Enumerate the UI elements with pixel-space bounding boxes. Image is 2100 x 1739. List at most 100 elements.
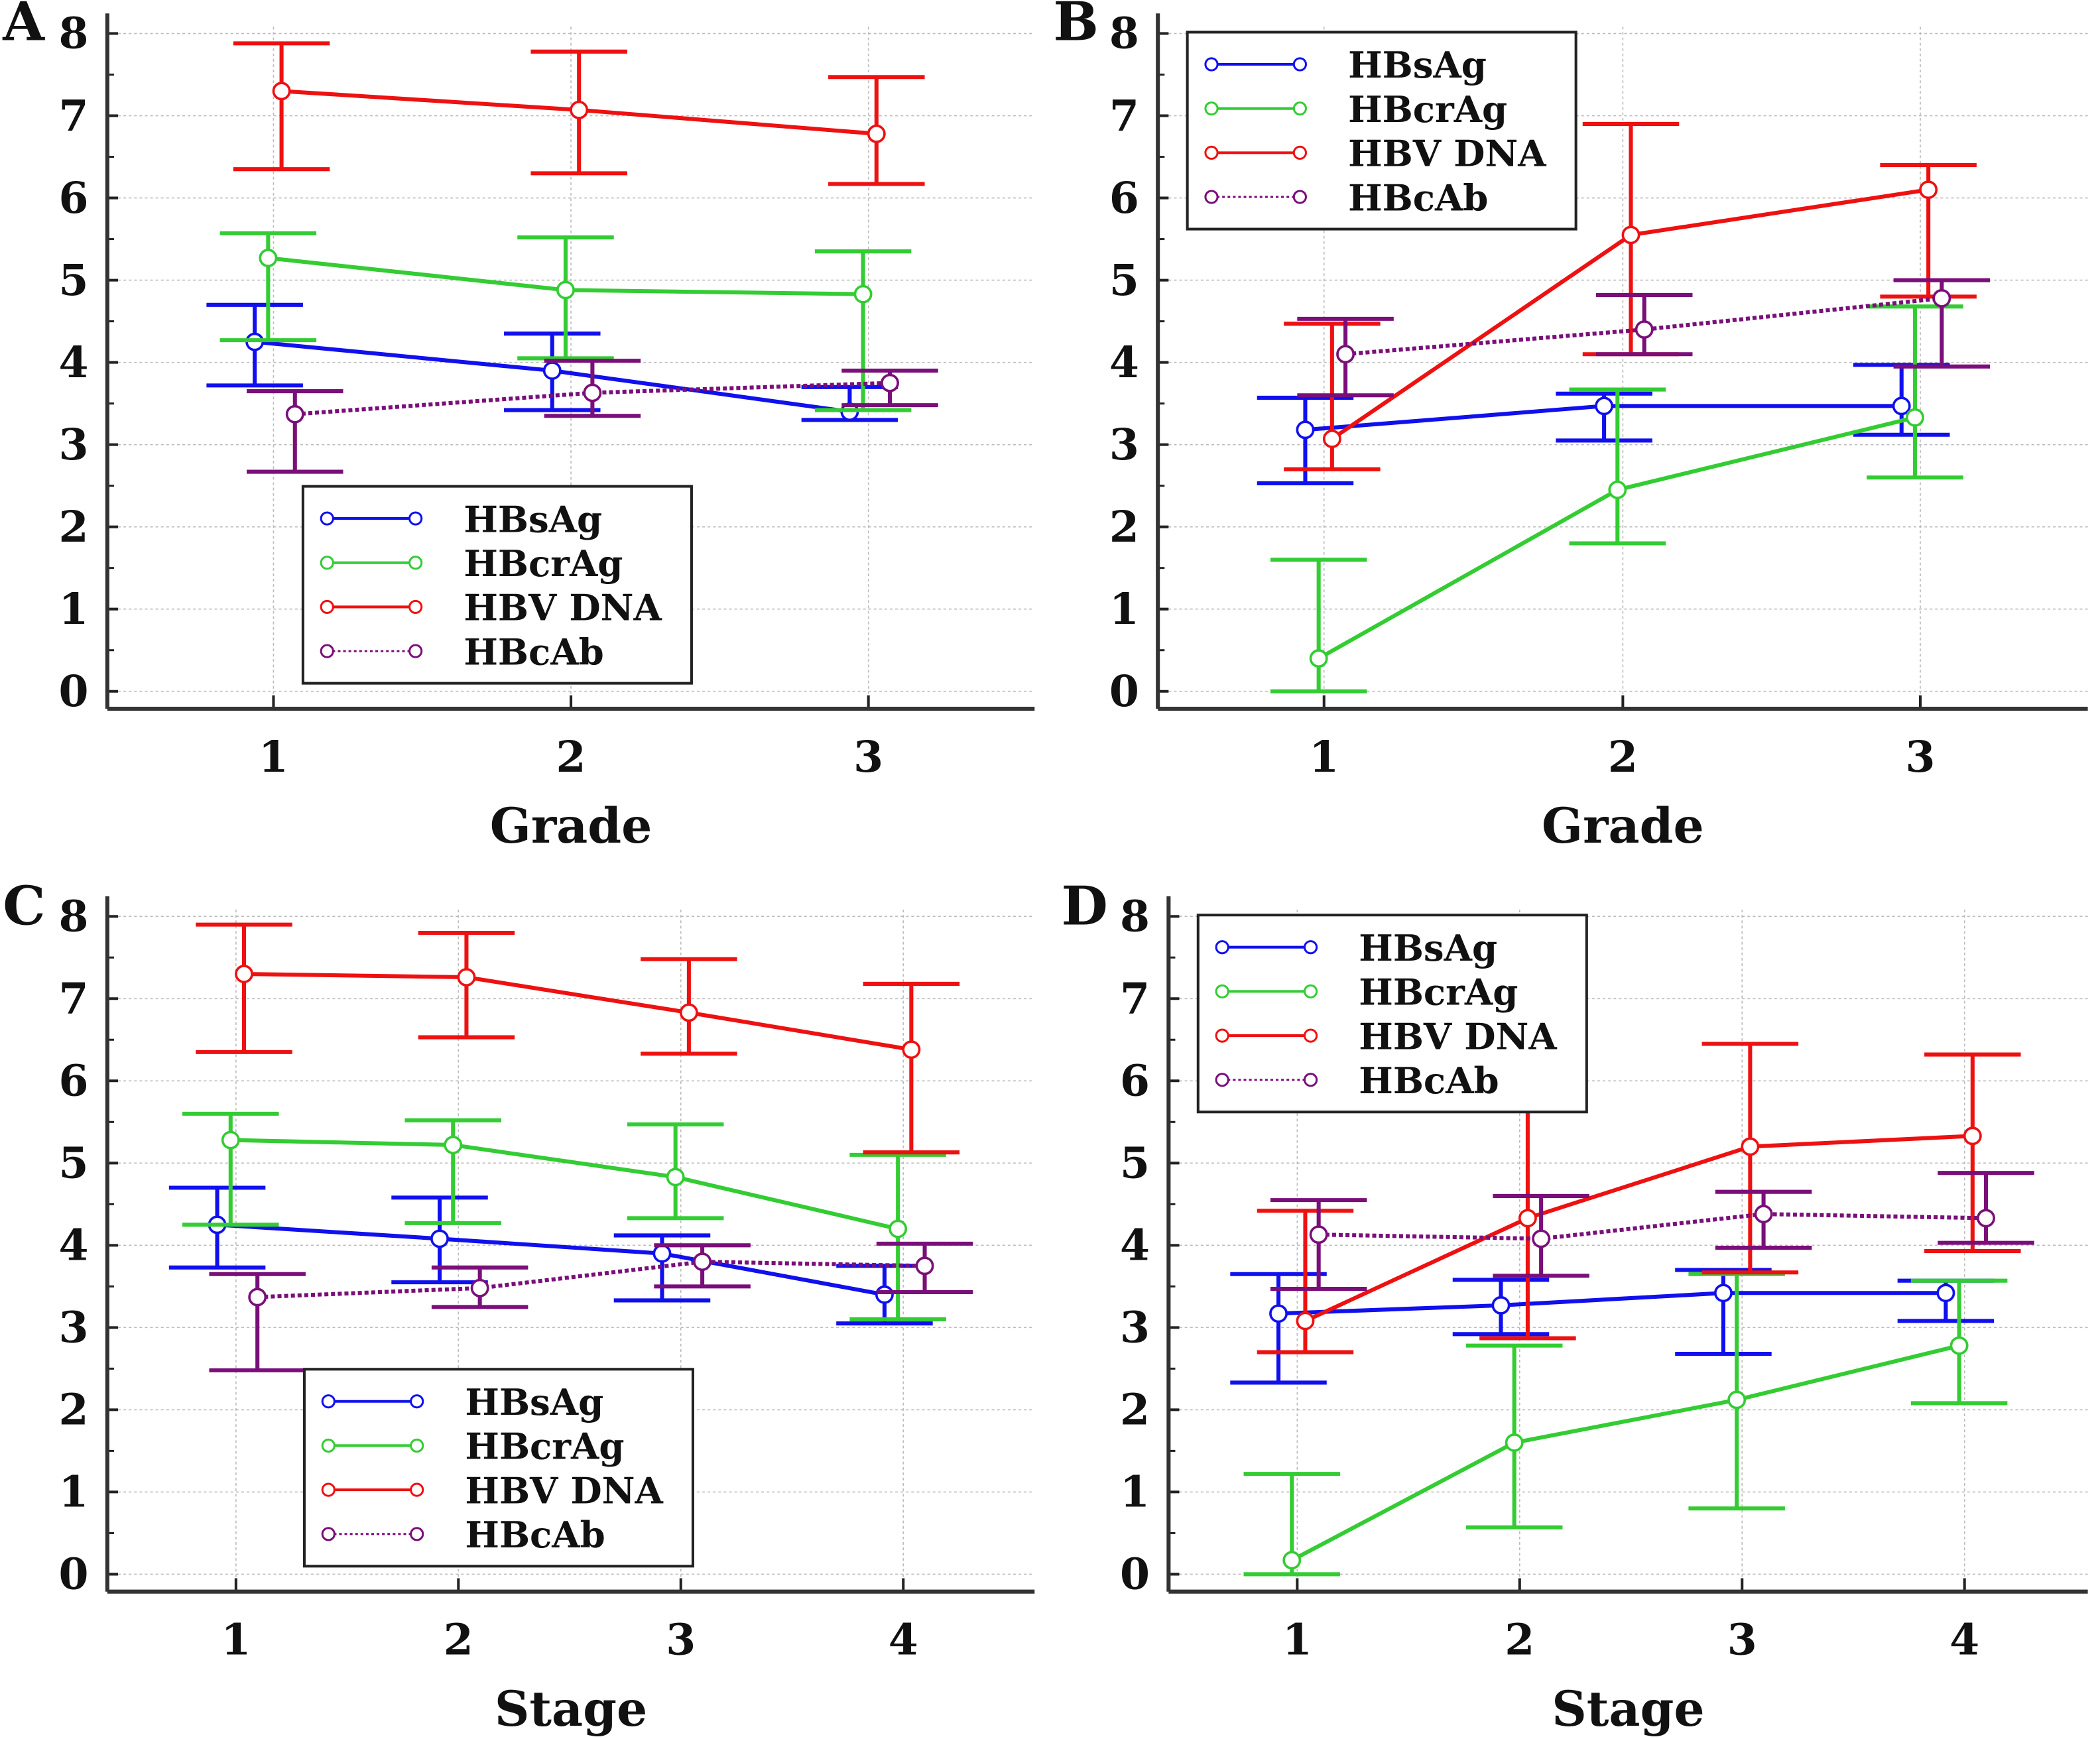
y-tick-label: 4: [1120, 1221, 1150, 1271]
legend-marker: [410, 1394, 424, 1409]
data-point: [570, 100, 589, 119]
legend-label: HBV DNA: [1348, 133, 1546, 175]
x-axis-label: Stage: [1552, 1681, 1704, 1738]
data-point: [1932, 288, 1951, 308]
legend-marker: [408, 644, 423, 658]
legend-marker: [1215, 984, 1229, 999]
x-tick-label: 1: [1282, 1615, 1312, 1665]
data-point: [542, 361, 562, 380]
x-tick-label: 1: [259, 732, 288, 782]
data-point: [1595, 396, 1614, 416]
data-point: [679, 1003, 698, 1022]
data-point: [1336, 345, 1355, 364]
legend-marker: [1292, 145, 1307, 160]
legend-marker: [320, 599, 334, 615]
data-point: [1892, 396, 1911, 416]
legend-label: HBcrAg: [1348, 88, 1507, 131]
y-tick-label: 5: [59, 255, 89, 306]
data-point: [915, 1256, 934, 1276]
y-tick-label: 5: [59, 1138, 89, 1189]
data-point: [1269, 1304, 1288, 1323]
legend-marker: [1215, 1028, 1229, 1043]
legend-marker: [1204, 145, 1219, 160]
y-tick-label: 7: [1120, 973, 1150, 1024]
legend-label: HBcAb: [463, 630, 603, 673]
data-point: [666, 1168, 685, 1187]
legend-marker: [1292, 190, 1307, 204]
legend-marker: [1292, 101, 1307, 116]
data-point: [444, 1136, 463, 1154]
series-line: [243, 972, 912, 1052]
data-point: [1621, 225, 1640, 245]
x-axis-label: Stage: [495, 1681, 647, 1738]
data-point: [1309, 649, 1328, 668]
legend-marker: [1204, 57, 1219, 72]
panel-letter: C: [3, 874, 45, 937]
series-hbv-dna: [196, 922, 960, 1155]
legend-label: HBcrAg: [463, 542, 623, 585]
legend-label: HBsAg: [463, 498, 602, 540]
legend-marker: [320, 556, 334, 570]
legend-marker: [410, 1438, 424, 1453]
legend-label: HBsAg: [1348, 44, 1487, 86]
y-tick-label: 4: [1109, 337, 1139, 388]
y-tick-label: 1: [1120, 1467, 1150, 1518]
data-point: [556, 280, 575, 300]
data-point: [652, 1244, 672, 1263]
legend-label: HBcAb: [1348, 176, 1488, 219]
y-tick-label: 1: [1109, 584, 1139, 634]
series-hbcab: [1270, 1171, 2034, 1291]
y-tick-label: 8: [1109, 9, 1139, 59]
legend-marker: [1292, 57, 1307, 72]
series-hbcab: [209, 1241, 973, 1372]
legend-marker: [1303, 940, 1318, 955]
series-hbcab: [1297, 278, 1991, 398]
x-tick-label: 3: [1727, 1615, 1757, 1665]
x-tick-label: 3: [853, 732, 883, 782]
data-point: [430, 1229, 449, 1248]
y-tick-label: 4: [59, 1221, 89, 1271]
y-tick-label: 4: [59, 337, 89, 388]
legend-marker: [1303, 1028, 1318, 1043]
data-point: [693, 1252, 712, 1272]
data-point: [1727, 1390, 1747, 1409]
data-point: [1532, 1229, 1551, 1248]
y-tick-label: 6: [59, 1056, 89, 1107]
data-point: [1714, 1284, 1733, 1303]
x-tick-label: 1: [221, 1615, 251, 1665]
legend-marker: [1215, 1073, 1229, 1087]
data-point: [259, 249, 278, 268]
x-tick-label: 1: [1309, 732, 1339, 782]
x-axis-label: Grade: [1542, 798, 1704, 855]
data-point: [1309, 1225, 1328, 1244]
y-tick-label: 8: [59, 9, 89, 59]
x-tick-label: 2: [1505, 1615, 1534, 1665]
data-point: [1296, 1311, 1315, 1331]
x-tick-label: 4: [1949, 1615, 1979, 1665]
series-line: [1290, 1343, 1960, 1563]
data-point: [1296, 420, 1315, 440]
y-tick-label: 3: [1109, 420, 1139, 470]
y-tick-label: 8: [59, 891, 89, 941]
data-point: [1754, 1205, 1773, 1224]
legend-label: HBcAb: [465, 1514, 605, 1556]
y-tick-label: 0: [59, 666, 89, 717]
y-tick-label: 2: [59, 502, 89, 552]
panel-letter: D: [1062, 874, 1108, 937]
series-hbcrag: [1270, 304, 1963, 693]
data-point: [235, 965, 253, 983]
series-line: [1304, 1134, 1973, 1323]
series-hbcrag: [219, 231, 912, 412]
data-point: [285, 404, 304, 424]
legend-label: HBcrAg: [465, 1425, 624, 1468]
data-point: [875, 1285, 894, 1304]
data-point: [457, 968, 476, 987]
series-line: [217, 1223, 885, 1297]
data-point: [1919, 180, 1938, 200]
